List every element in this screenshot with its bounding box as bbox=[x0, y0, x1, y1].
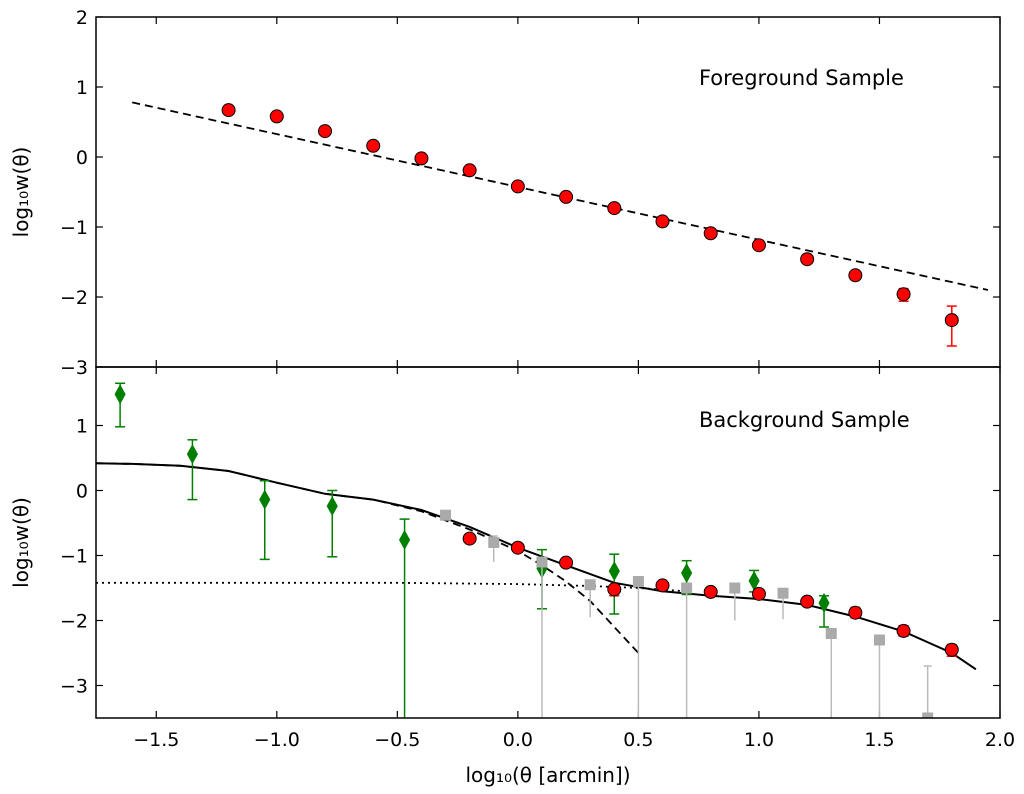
bottom-ytick-label: −1 bbox=[60, 546, 88, 568]
x-tick-label: −0.5 bbox=[374, 729, 420, 751]
top-y-axis-label: log₁₀w(θ) bbox=[9, 147, 33, 238]
bottom-circle-point bbox=[703, 584, 718, 599]
x-tick-label: 0.5 bbox=[623, 729, 653, 751]
top-plot-area bbox=[132, 101, 989, 347]
top-circle-point bbox=[800, 252, 815, 267]
top-circle-point bbox=[655, 214, 670, 229]
top-circle-point bbox=[607, 201, 622, 216]
bottom-ytick-label: 0 bbox=[76, 481, 88, 503]
bottom-dashed-curve bbox=[96, 462, 640, 654]
bottom-diamond-point bbox=[259, 489, 271, 510]
x-tick-label: 0.0 bbox=[503, 729, 533, 751]
top-chart-marks: 2 1 0 −1 −2 −3 bbox=[60, 7, 1001, 379]
top-ytick-label: 1 bbox=[76, 77, 88, 99]
foreground-sample-annotation: Foreground Sample bbox=[699, 66, 904, 90]
bottom-circle-point bbox=[751, 586, 766, 601]
bottom-diamond-point bbox=[326, 496, 338, 517]
top-circle-point bbox=[703, 226, 718, 241]
top-circle-point bbox=[848, 268, 863, 283]
top-circle-point bbox=[269, 109, 284, 124]
bottom-square-point bbox=[729, 582, 741, 594]
top-circle-point bbox=[462, 163, 477, 178]
bottom-ytick-label: −2 bbox=[60, 611, 88, 633]
top-ytick-label: 2 bbox=[76, 7, 88, 29]
bottom-circle-point bbox=[800, 594, 815, 609]
bottom-circle-point bbox=[944, 642, 959, 657]
top-circle-point bbox=[896, 287, 911, 302]
bottom-square-point bbox=[873, 634, 885, 646]
bottom-plot-frame bbox=[95, 366, 1001, 719]
bottom-square-point bbox=[681, 582, 693, 594]
bottom-circle-point bbox=[462, 531, 477, 546]
bottom-diamond-point bbox=[818, 592, 830, 613]
top-circle-point bbox=[751, 238, 766, 253]
x-tick-label: −1.0 bbox=[254, 729, 300, 751]
bottom-ytick-label: −3 bbox=[60, 676, 88, 698]
bottom-square-point bbox=[777, 587, 789, 599]
background-panel: Background Sample log₁₀w(θ) log₁₀(θ [arc… bbox=[9, 408, 910, 787]
top-ytick-label: 0 bbox=[76, 147, 88, 169]
bottom-diamond-point bbox=[114, 384, 126, 405]
bottom-circle-point bbox=[510, 540, 525, 555]
bottom-plot-area bbox=[96, 382, 977, 718]
top-ytick-label: −2 bbox=[60, 287, 88, 309]
bottom-solid-curve bbox=[96, 462, 977, 671]
x-axis-label: log₁₀(θ [arcmin]) bbox=[465, 763, 630, 787]
top-dashed-curve bbox=[132, 101, 989, 291]
bottom-ytick-label: 1 bbox=[76, 416, 88, 438]
x-tick-label: −1.5 bbox=[133, 729, 179, 751]
bottom-square-point bbox=[440, 509, 452, 521]
foreground-panel: Foreground Sample log₁₀w(θ) bbox=[9, 66, 904, 237]
bottom-square-point bbox=[922, 712, 934, 718]
top-circle-point bbox=[559, 189, 574, 204]
bottom-diamond-point bbox=[398, 529, 411, 550]
bottom-dotted-curve bbox=[96, 581, 687, 593]
bottom-circle-point bbox=[607, 582, 622, 597]
x-tick-label: 1.5 bbox=[864, 729, 894, 751]
top-circle-point bbox=[366, 138, 381, 153]
bottom-square-point bbox=[584, 579, 596, 591]
bottom-square-point bbox=[825, 628, 837, 639]
bottom-chart-marks: 1 0 −1 −2 −3 −1.5 −1.0 −0.5 0.0 0.5 1.0 1.5 2.0 bbox=[60, 367, 1015, 751]
bottom-square-point bbox=[632, 576, 644, 587]
top-circle-point bbox=[318, 124, 333, 139]
bottom-square-point bbox=[536, 556, 548, 568]
top-circle-point bbox=[944, 313, 959, 328]
bottom-circle-point bbox=[848, 605, 863, 620]
bottom-square-point bbox=[488, 537, 500, 548]
bottom-y-axis-label: log₁₀w(θ) bbox=[9, 497, 33, 588]
x-tick-label: 2.0 bbox=[985, 729, 1015, 751]
bottom-circle-point bbox=[655, 578, 670, 593]
top-circle-point bbox=[510, 179, 525, 194]
bottom-circle-point bbox=[559, 555, 574, 570]
top-circle-point bbox=[414, 151, 429, 166]
x-tick-label: 1.0 bbox=[744, 729, 774, 751]
bottom-circle-point bbox=[896, 623, 911, 638]
bottom-diamond-point bbox=[681, 563, 693, 584]
bottom-diamond-point bbox=[608, 561, 620, 582]
top-circle-point bbox=[221, 103, 236, 118]
background-sample-annotation: Background Sample bbox=[699, 408, 910, 432]
top-ytick-label: −1 bbox=[60, 217, 88, 239]
top-ytick-label: −3 bbox=[60, 357, 88, 379]
bottom-diamond-point bbox=[186, 444, 198, 465]
